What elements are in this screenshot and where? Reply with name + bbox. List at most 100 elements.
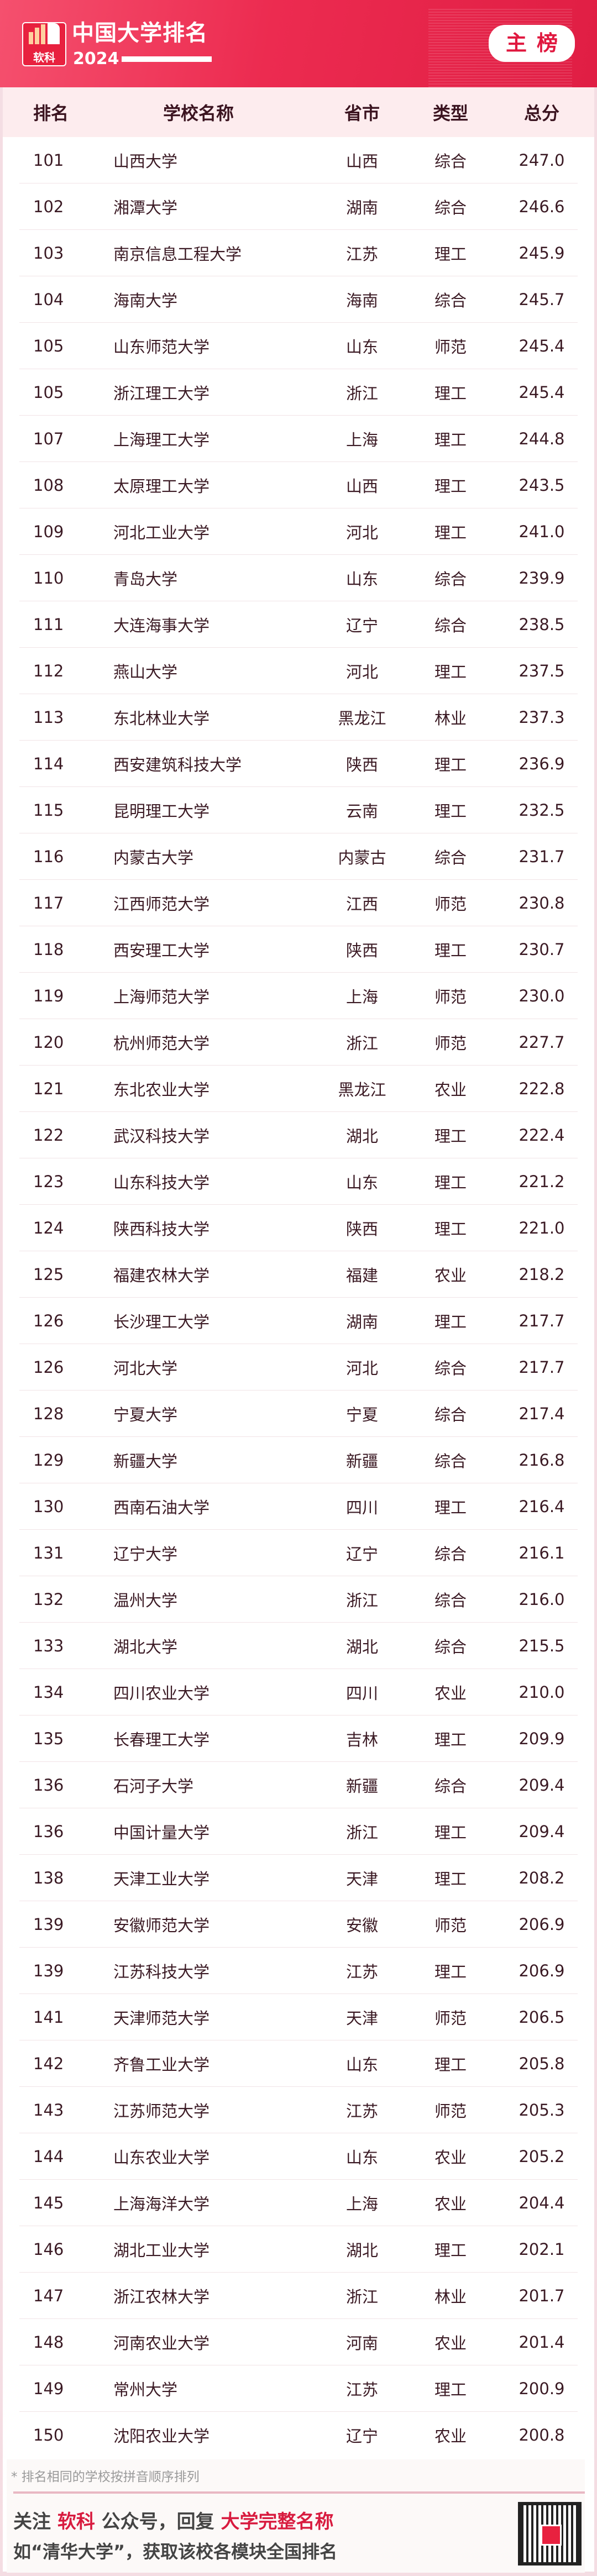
table-row: 133 湖北大学 湖北 综合 215.5 [3, 1623, 594, 1669]
cell-rank: 114 [33, 754, 64, 773]
cell-type: 农业 [434, 1080, 467, 1099]
footer: * 排名相同的学校按拼音顺序排列 关注 软科 公众号，回复 大学完整名称 如“清… [7, 2459, 585, 2573]
cell-province: 海南 [345, 291, 378, 310]
main-list-badge: 主榜 [489, 25, 575, 62]
cell-province: 辽宁 [345, 2427, 378, 2446]
table-row: 141 天津师范大学 天津 师范 206.5 [3, 1994, 594, 2040]
account-name: 软科 [57, 2511, 95, 2533]
table-row: 146 湖北工业大学 湖北 理工 202.1 [3, 2226, 594, 2273]
table-row: 104 海南大学 海南 综合 245.7 [3, 276, 594, 323]
cell-type: 师范 [434, 2009, 467, 2028]
cell-score: 245.7 [519, 290, 565, 309]
table-row: 129 新疆大学 新疆 综合 216.8 [3, 1437, 594, 1483]
cell-school-name: 福建农林大学 [113, 1266, 210, 1285]
cell-score: 205.8 [519, 2054, 565, 2073]
cell-province: 福建 [345, 1266, 378, 1285]
cell-province: 上海 [345, 988, 378, 1006]
cell-province: 江苏 [345, 245, 378, 264]
cell-type: 师范 [434, 1034, 467, 1053]
cell-type: 师范 [434, 2102, 467, 2121]
table-row: 139 安徽师范大学 安徽 师范 206.9 [3, 1901, 594, 1948]
cell-school-name: 内蒙古大学 [113, 848, 194, 867]
page-title: 中国大学排名 [72, 20, 208, 46]
cell-score: 217.4 [519, 1404, 565, 1423]
cell-school-name: 湖北大学 [113, 1638, 178, 1656]
cell-school-name: 天津工业大学 [113, 1870, 210, 1888]
table-row: 105 山东师范大学 山东 师范 245.4 [3, 323, 594, 369]
cell-rank: 126 [33, 1358, 64, 1377]
cell-score: 232.5 [519, 801, 565, 820]
cell-score: 237.5 [519, 662, 565, 680]
cell-school-name: 南京信息工程大学 [113, 245, 242, 264]
cell-score: 241.0 [519, 522, 565, 541]
cell-type: 理工 [434, 1220, 467, 1239]
cell-rank: 135 [33, 1729, 64, 1748]
cell-type: 理工 [434, 941, 467, 960]
table-row: 119 上海师范大学 上海 师范 230.0 [3, 973, 594, 1019]
cell-type: 理工 [434, 245, 467, 264]
cell-school-name: 新疆大学 [113, 1452, 178, 1471]
cell-province: 山西 [345, 477, 378, 496]
cell-rank: 131 [33, 1544, 64, 1562]
cell-rank: 142 [33, 2054, 64, 2073]
table-row: 113 东北林业大学 黑龙江 林业 237.3 [3, 694, 594, 741]
cell-rank: 118 [33, 940, 64, 959]
cell-school-name: 湖北工业大学 [113, 2241, 210, 2260]
example-text: 如“清华大学”，获取该校各模块全国排名 [13, 2541, 338, 2562]
cell-school-name: 安徽师范大学 [113, 1916, 210, 1935]
cell-type: 师范 [434, 338, 467, 356]
cell-type: 理工 [434, 2241, 467, 2260]
follow-prefix: 关注 [13, 2511, 57, 2533]
cell-rank: 147 [33, 2286, 64, 2305]
cell-score: 231.7 [519, 847, 565, 866]
cell-type: 师范 [434, 1916, 467, 1935]
cell-rank: 105 [33, 337, 64, 355]
cell-rank: 103 [33, 244, 64, 263]
cell-school-name: 江苏科技大学 [113, 1963, 210, 1981]
cell-type: 理工 [434, 523, 467, 542]
cell-rank: 143 [33, 2101, 64, 2119]
cell-rank: 129 [33, 1451, 64, 1470]
cell-school-name: 山东科技大学 [113, 1173, 210, 1192]
follow-mid: 公众号，回复 [95, 2511, 221, 2533]
table-row: 131 辽宁大学 辽宁 综合 216.1 [3, 1530, 594, 1576]
cell-province: 河北 [345, 523, 378, 542]
cell-school-name: 宁夏大学 [113, 1405, 178, 1424]
cell-school-name: 西安理工大学 [113, 941, 210, 960]
cell-rank: 116 [33, 847, 64, 866]
cell-score: 245.4 [519, 383, 565, 402]
cell-type: 综合 [434, 1359, 467, 1378]
table-row: 122 武汉科技大学 湖北 理工 222.4 [3, 1112, 594, 1158]
cell-province: 山东 [345, 1173, 378, 1192]
cell-province: 湖北 [345, 2241, 378, 2260]
cell-type: 农业 [434, 1266, 467, 1285]
cell-province: 江苏 [345, 2380, 378, 2399]
cell-score: 227.7 [519, 1033, 565, 1052]
cell-school-name: 四川农业大学 [113, 1684, 210, 1703]
table-row: 108 太原理工大学 山西 理工 243.5 [3, 462, 594, 508]
cell-type: 理工 [434, 1730, 467, 1749]
cell-school-name: 东北农业大学 [113, 1080, 210, 1099]
ranking-table: 排名 学校名称 省市 类型 总分 101 山西大学 山西 综合 247.0 102 湘潭大学… [3, 87, 594, 2572]
cell-score: 209.4 [519, 1776, 565, 1795]
cell-province: 安徽 [345, 1916, 378, 1935]
cell-province: 新疆 [345, 1452, 378, 1471]
cell-rank: 123 [33, 1172, 64, 1191]
cell-type: 理工 [434, 1870, 467, 1888]
cell-score: 245.4 [519, 337, 565, 355]
cell-type: 综合 [434, 1545, 467, 1564]
cell-score: 246.6 [519, 197, 565, 216]
cell-type: 综合 [434, 1591, 467, 1610]
cell-rank: 150 [33, 2426, 64, 2444]
cell-rank: 136 [33, 1776, 64, 1795]
cell-rank: 130 [33, 1497, 64, 1516]
cell-score: 215.5 [519, 1636, 565, 1655]
cell-type: 师范 [434, 988, 467, 1006]
cell-school-name: 西南石油大学 [113, 1498, 210, 1517]
cell-school-name: 杭州师范大学 [113, 1034, 210, 1053]
cell-score: 216.1 [519, 1544, 565, 1562]
cell-score: 200.9 [519, 2379, 565, 2398]
cell-score: 206.9 [519, 1915, 565, 1934]
cell-score: 209.9 [519, 1729, 565, 1748]
table-header: 排名 学校名称 省市 类型 总分 [3, 87, 594, 137]
